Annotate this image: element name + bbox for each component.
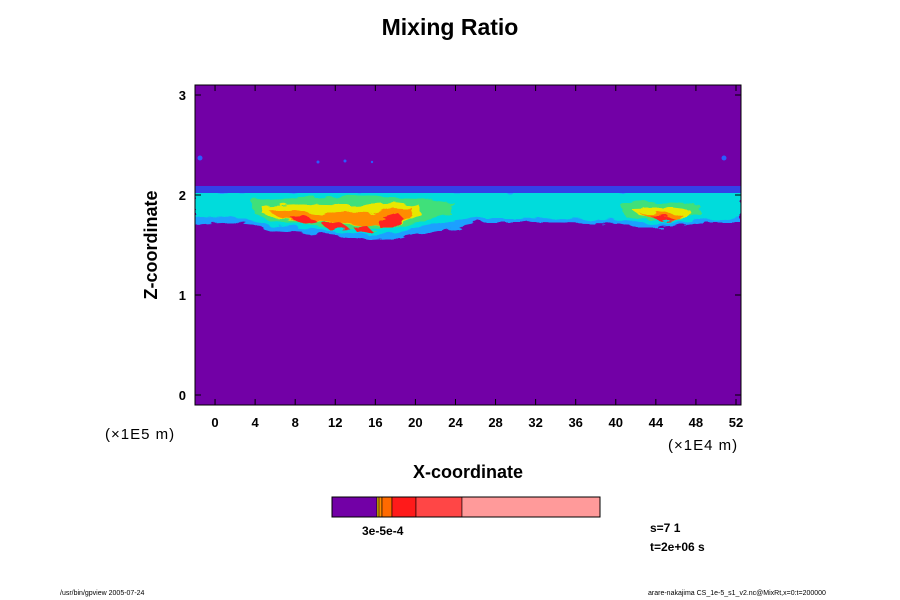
field-speck bbox=[316, 160, 320, 164]
y-tick-label: 2 bbox=[179, 188, 186, 203]
field-layer-dark-blue-edge bbox=[195, 186, 741, 193]
y-tick-label: 0 bbox=[179, 388, 186, 403]
colorbar-segment bbox=[381, 496, 393, 518]
field-speck bbox=[343, 159, 347, 163]
field-layer-orange bbox=[270, 207, 684, 226]
status-time: t=2e+06 s bbox=[650, 540, 705, 554]
colorbar-segment bbox=[378, 496, 383, 518]
x-tick-label: 52 bbox=[729, 415, 743, 430]
x-tick-label: 40 bbox=[609, 415, 623, 430]
y-tick-label: 1 bbox=[179, 288, 186, 303]
y-axis: 0 1 2 3 bbox=[179, 88, 741, 403]
plot-frame bbox=[194, 84, 742, 406]
field-layer-red bbox=[290, 213, 676, 233]
colorbar bbox=[331, 496, 601, 518]
x-tick-label: 32 bbox=[528, 415, 542, 430]
colorbar-segment bbox=[461, 496, 601, 518]
x-scale-note: (×1E4 m) bbox=[668, 437, 738, 454]
x-tick-label: 12 bbox=[328, 415, 342, 430]
y-tick-label: 3 bbox=[179, 88, 186, 103]
x-tick-label: 0 bbox=[211, 415, 218, 430]
field-speck bbox=[370, 160, 374, 164]
colorbar-segment bbox=[415, 496, 463, 518]
colorbar-frame bbox=[331, 496, 601, 518]
x-tick-label: 4 bbox=[251, 415, 259, 430]
x-tick-label: 16 bbox=[368, 415, 382, 430]
x-axis-label: X-coordinate bbox=[413, 462, 523, 482]
x-tick-label: 44 bbox=[649, 415, 664, 430]
plot-background bbox=[195, 85, 741, 405]
x-tick-label: 48 bbox=[689, 415, 703, 430]
colorbar-tick-label: 3e-5e-4 bbox=[362, 524, 404, 538]
field-speck bbox=[197, 155, 203, 161]
footer-command: /usr/bin/gpview 2005-07-24 bbox=[60, 590, 145, 597]
y-scale-note: (×1E5 m) bbox=[105, 426, 175, 443]
x-tick-label: 36 bbox=[568, 415, 582, 430]
status-step: s=7 1 bbox=[650, 521, 681, 535]
colorbar-segment bbox=[331, 496, 378, 518]
field-speck bbox=[721, 155, 727, 161]
x-tick-label: 20 bbox=[408, 415, 422, 430]
x-tick-label: 8 bbox=[292, 415, 299, 430]
x-tick-label: 24 bbox=[448, 415, 463, 430]
y-axis-label: Z-coordinate bbox=[141, 190, 161, 299]
mixing-ratio-field bbox=[195, 155, 741, 240]
chart-title: Mixing Ratio bbox=[381, 14, 519, 40]
colorbar-segment bbox=[391, 496, 417, 518]
footer-source: arare-nakajima CS_1e-5_s1_v2.nc@MixRt,x=… bbox=[648, 590, 826, 597]
x-tick-label: 28 bbox=[488, 415, 502, 430]
x-axis: 0 4 8 12 16 20 24 28 32 36 40 44 48 52 bbox=[211, 85, 743, 430]
